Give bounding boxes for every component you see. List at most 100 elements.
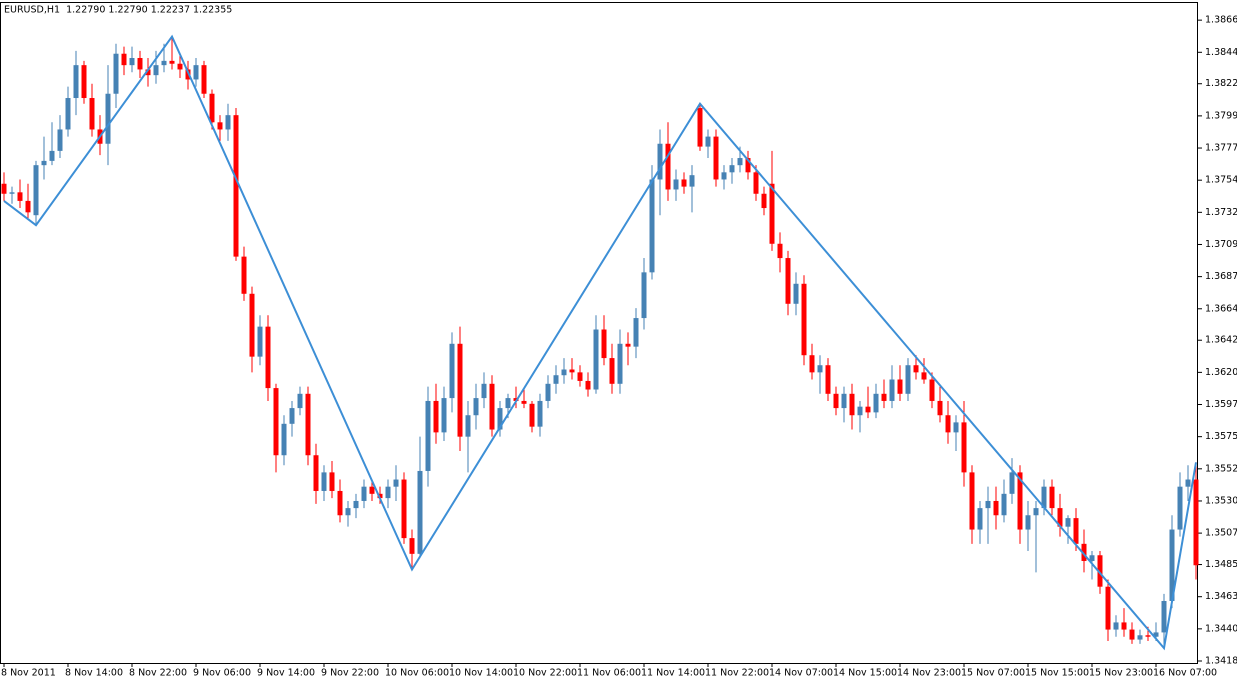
candle-body — [89, 98, 95, 130]
candle-body — [385, 486, 391, 499]
candle-body — [745, 158, 751, 173]
candle-body — [217, 122, 223, 130]
candle-body — [161, 60, 167, 66]
candle-body — [609, 358, 615, 384]
candle-body — [849, 393, 855, 416]
candle-body — [1105, 586, 1111, 630]
candle-body — [657, 143, 663, 180]
candle-body — [857, 406, 863, 416]
candle-body — [209, 93, 215, 123]
y-tick-label: 1.36870 — [1205, 271, 1237, 282]
candle-body — [841, 393, 847, 409]
y-tick-label: 1.34405 — [1205, 623, 1237, 634]
x-tick-label: 8 Nov 14:00 — [65, 668, 123, 679]
candle-body — [1089, 555, 1095, 561]
plot-frame — [0, 2, 1198, 664]
y-tick-label: 1.38440 — [1205, 47, 1237, 58]
candle-body — [57, 129, 63, 151]
candle-body — [329, 472, 335, 491]
candle-body — [137, 58, 143, 70]
candle-body — [1041, 486, 1047, 509]
candle-body — [945, 415, 951, 433]
candle-body — [1001, 493, 1007, 516]
candle-body — [225, 115, 231, 130]
x-tick-label: 14 Nov 23:00 — [897, 668, 961, 679]
candle-body — [1097, 555, 1103, 587]
candle-body — [633, 318, 639, 347]
candle-body — [113, 53, 119, 94]
candle-body — [521, 400, 527, 404]
candle-body — [817, 365, 823, 373]
candle-body — [833, 393, 839, 409]
y-tick-label: 1.35975 — [1205, 399, 1237, 410]
candle-body — [129, 58, 135, 66]
candle-body — [145, 69, 151, 76]
candle-body — [201, 65, 207, 94]
candle-body — [601, 329, 607, 359]
candle-body — [905, 365, 911, 394]
candle-body — [641, 272, 647, 319]
candle-body — [465, 415, 471, 437]
candle-body — [9, 192, 15, 194]
chart-title: EURUSD,H1 1.22790 1.22790 1.22237 1.2235… — [4, 5, 232, 16]
candle-body — [289, 408, 295, 424]
candle-body — [625, 343, 631, 347]
candle-body — [761, 193, 767, 209]
y-tick-label: 1.37995 — [1205, 110, 1237, 121]
candle-body — [721, 172, 727, 180]
candle-body — [1033, 508, 1039, 516]
candle-body — [993, 500, 999, 516]
x-tick-label: 10 Nov 06:00 — [385, 668, 449, 679]
candle-body — [1121, 622, 1127, 630]
candle-body — [281, 423, 287, 456]
candle-body — [177, 63, 183, 70]
candle-body — [1137, 635, 1143, 640]
candle-body — [937, 400, 943, 416]
x-tick-label: 9 Nov 22:00 — [321, 668, 379, 679]
candle-body — [665, 143, 671, 190]
candle-body — [801, 283, 807, 356]
candle-body — [929, 379, 935, 401]
candle-body — [345, 508, 351, 516]
candle-body — [1153, 632, 1159, 637]
candle-body — [41, 160, 47, 166]
candle-body — [1113, 622, 1119, 630]
candle-body — [305, 393, 311, 456]
x-tick-label: 11 Nov 22:00 — [705, 668, 769, 679]
candle-body — [953, 422, 959, 433]
candle-body — [713, 136, 719, 180]
candle-body — [673, 179, 679, 190]
candle-body — [265, 326, 271, 389]
candle-body — [313, 455, 319, 491]
candle-body — [1049, 486, 1055, 509]
y-tick-label: 1.35300 — [1205, 495, 1237, 506]
candle-body — [545, 383, 551, 401]
y-tick-label: 1.36425 — [1205, 335, 1237, 346]
candle-body — [593, 329, 599, 390]
candle-body — [969, 472, 975, 530]
candle-body — [1009, 472, 1015, 494]
candle-body — [825, 365, 831, 394]
candle-body — [457, 343, 463, 437]
candle-body — [785, 258, 791, 304]
candle-body — [897, 379, 903, 394]
candle-body — [1065, 518, 1071, 527]
candle-body — [769, 183, 775, 244]
candle-body — [49, 150, 55, 161]
candle-body — [401, 479, 407, 539]
candle-body — [737, 158, 743, 166]
candle-body — [193, 65, 199, 80]
candle-body — [809, 355, 815, 373]
y-tick-label: 1.37320 — [1205, 207, 1237, 218]
candle-body — [985, 500, 991, 509]
y-tick-label: 1.34855 — [1205, 559, 1237, 570]
candle-body — [793, 283, 799, 304]
candle-body — [337, 490, 343, 516]
candle-body — [697, 108, 703, 147]
candle-body — [617, 343, 623, 384]
candle-body — [529, 403, 535, 427]
candle-body — [233, 115, 239, 257]
x-tick-label: 8 Nov 22:00 — [129, 668, 187, 679]
candle-body — [977, 508, 983, 530]
